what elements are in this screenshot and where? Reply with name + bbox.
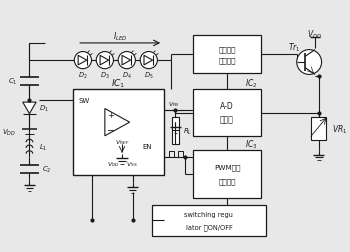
Polygon shape: [23, 103, 36, 114]
Circle shape: [140, 52, 158, 69]
Text: PWM信號: PWM信號: [214, 164, 240, 171]
Bar: [193, 36, 261, 74]
Text: +: +: [107, 111, 114, 119]
Text: SW: SW: [78, 98, 89, 104]
Text: $V_{DD}$: $V_{DD}$: [107, 159, 120, 168]
Text: $C_2$: $C_2$: [42, 164, 51, 174]
Text: $V_{REF}$: $V_{REF}$: [115, 137, 130, 146]
Circle shape: [297, 50, 322, 75]
Text: −: −: [106, 125, 115, 135]
Polygon shape: [122, 56, 131, 66]
Text: 換成數值: 換成數值: [218, 57, 236, 64]
Text: $R_L$: $R_L$: [183, 126, 193, 136]
Polygon shape: [105, 109, 130, 136]
Text: 產生電路: 產生電路: [218, 177, 236, 184]
Text: EN: EN: [142, 143, 152, 149]
Bar: [172, 118, 179, 145]
Circle shape: [96, 52, 113, 69]
Text: $D_3$: $D_3$: [100, 71, 110, 81]
Text: lator 作ON/OFF: lator 作ON/OFF: [186, 224, 232, 231]
Polygon shape: [78, 56, 87, 66]
Text: $V_{DD}$: $V_{DD}$: [2, 127, 16, 137]
Bar: [311, 118, 326, 141]
Text: $D_2$: $D_2$: [78, 71, 88, 81]
Text: $D_5$: $D_5$: [144, 71, 154, 81]
Bar: [152, 205, 266, 236]
Text: switching regu: switching regu: [184, 211, 233, 217]
Polygon shape: [144, 56, 153, 66]
Text: A-D: A-D: [220, 102, 234, 111]
Bar: [74, 89, 164, 175]
Text: $L_1$: $L_1$: [39, 142, 48, 152]
Text: $VR_1$: $VR_1$: [332, 123, 348, 136]
Text: $I_{LED}$: $I_{LED}$: [113, 31, 127, 43]
Text: $V_{SS}$: $V_{SS}$: [126, 159, 138, 168]
Text: $D_4$: $D_4$: [122, 71, 132, 81]
Polygon shape: [100, 56, 108, 66]
Circle shape: [74, 52, 91, 69]
Text: $V_{FB}$: $V_{FB}$: [168, 100, 179, 109]
Circle shape: [118, 52, 135, 69]
Bar: [193, 150, 261, 198]
Text: 將照度轉: 將照度轉: [218, 46, 236, 53]
Text: $C_1$: $C_1$: [7, 77, 17, 87]
Text: $Tr_1$: $Tr_1$: [288, 41, 300, 54]
Text: $IC_3$: $IC_3$: [245, 138, 258, 151]
Text: $D_1$: $D_1$: [39, 103, 49, 113]
Bar: [193, 89, 261, 137]
Text: $IC_1$: $IC_1$: [112, 77, 126, 90]
Text: $IC_2$: $IC_2$: [245, 77, 258, 90]
Text: $V_{DD}$: $V_{DD}$: [307, 28, 322, 41]
Text: 轉換器: 轉換器: [220, 115, 234, 124]
